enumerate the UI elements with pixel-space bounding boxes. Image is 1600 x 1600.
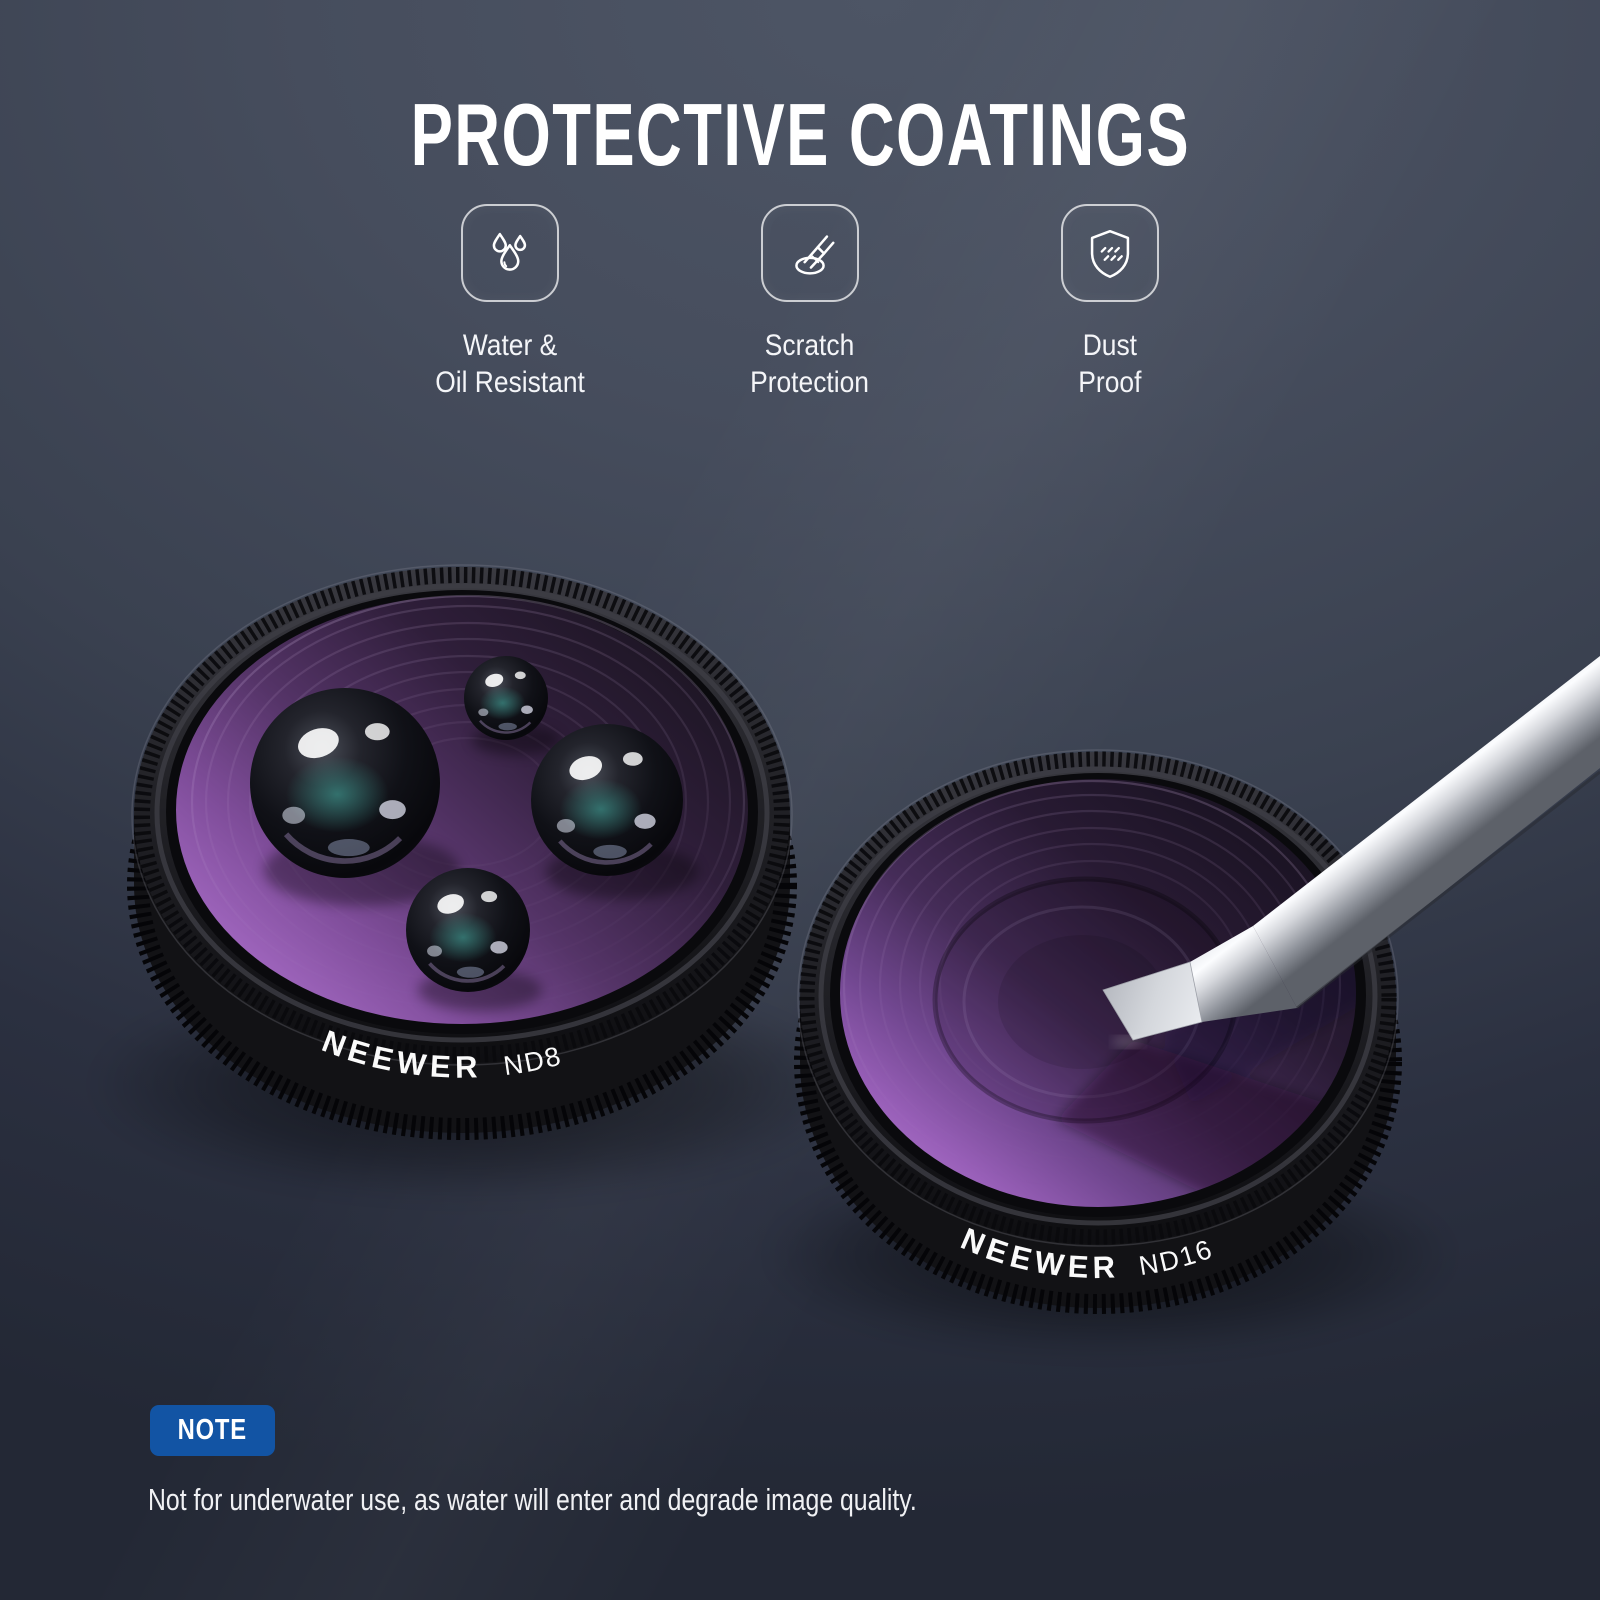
feature-label-line2: Proof — [1078, 365, 1142, 399]
feature-label: Scratch Protection — [742, 328, 877, 401]
screwdriver-tip-face — [1102, 961, 1203, 1041]
feature-label-line1: Dust — [1082, 329, 1138, 362]
screwdriver-shaft — [1253, 656, 1600, 1008]
page-title: PROTECTIVE COATINGS — [410, 85, 1190, 184]
feature-dust-proof: Dust Proof — [960, 204, 1260, 401]
note-badge: NOTE — [150, 1405, 275, 1456]
screwdriver-blade — [1190, 926, 1297, 1022]
filter-nd16: NEEWER ND16 — [760, 749, 1460, 1355]
note-badge-label: NOTE — [177, 1414, 247, 1446]
water-drops-icon — [461, 204, 559, 302]
filter-nd8: NEEWER ND8 — [85, 564, 855, 1200]
feature-scratch-protection: Scratch Protection — [660, 204, 960, 401]
screwdriver — [1102, 656, 1600, 1048]
title-row: PROTECTIVE COATINGS — [0, 84, 1600, 186]
feature-label-line2: Oil Resistant — [435, 365, 585, 399]
note-text: Not for underwater use, as water will en… — [148, 1482, 1109, 1518]
dust-shield-icon — [1061, 204, 1159, 302]
scratch-blade-icon — [761, 204, 859, 302]
feature-label-line2: Protection — [750, 365, 870, 399]
feature-label: Water & Oil Resistant — [425, 328, 595, 401]
feature-label: Dust Proof — [1074, 328, 1146, 401]
feature-label-line1: Scratch — [765, 329, 855, 362]
feature-label-line1: Water & — [462, 329, 558, 362]
features-row: Water & Oil Resistant Scratch Protection — [360, 204, 1260, 401]
feature-water-oil-resistant: Water & Oil Resistant — [360, 204, 660, 401]
note-text-content: Not for underwater use, as water will en… — [148, 1482, 917, 1517]
